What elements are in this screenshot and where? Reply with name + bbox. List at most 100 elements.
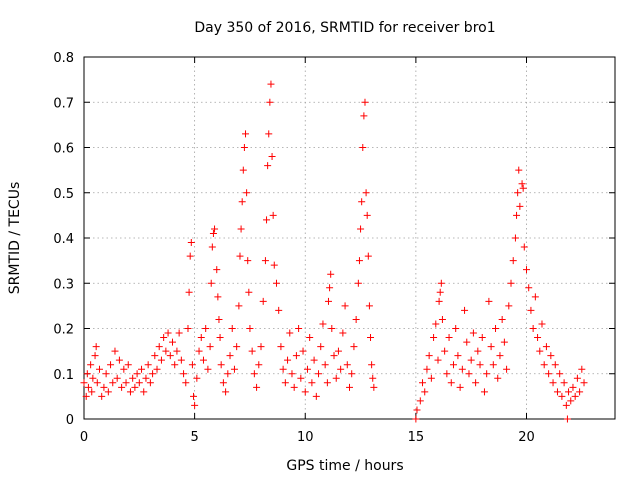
data-point [129, 374, 137, 382]
data-point [556, 370, 564, 378]
data-point [434, 356, 442, 364]
data-point [265, 130, 273, 138]
y-tick-label: 0.2 [53, 323, 74, 338]
data-point [155, 343, 163, 351]
data-point [507, 279, 515, 287]
data-point [367, 334, 375, 342]
data-point [131, 383, 139, 391]
data-point [266, 98, 274, 106]
data-point [529, 325, 537, 332]
data-point [82, 392, 90, 400]
y-tick-label: 0 [66, 413, 74, 428]
data-point [115, 356, 123, 364]
data-point [359, 144, 367, 151]
data-point [569, 383, 577, 391]
data-point [560, 379, 568, 387]
data-point [208, 243, 216, 251]
data-point [244, 257, 252, 265]
data-point [113, 374, 121, 382]
data-point [498, 315, 506, 323]
data-point [233, 343, 241, 351]
data-point [140, 388, 148, 396]
data-point [237, 225, 245, 233]
data-point [463, 338, 471, 346]
data-point [432, 320, 440, 328]
data-point [511, 234, 519, 242]
data-point [357, 225, 365, 233]
data-point [109, 379, 117, 387]
data-point [323, 379, 331, 387]
data-point [509, 257, 517, 265]
data-point [111, 347, 119, 355]
data-point [240, 144, 248, 151]
data-point [238, 198, 246, 206]
data-point [288, 370, 296, 378]
data-point [365, 302, 373, 310]
data-point [166, 352, 174, 360]
data-points [80, 80, 588, 423]
data-point [494, 374, 502, 382]
data-point [474, 347, 482, 355]
data-point [135, 379, 143, 387]
data-point [224, 370, 232, 378]
data-point [301, 388, 309, 396]
data-point [447, 379, 455, 387]
data-point [214, 293, 222, 301]
data-point [286, 329, 294, 337]
x-tick-label: 5 [190, 430, 198, 445]
data-point [246, 325, 254, 332]
data-point [184, 325, 192, 332]
data-point [248, 347, 256, 355]
data-point [185, 288, 193, 296]
data-point [219, 379, 227, 387]
data-point [576, 388, 584, 396]
data-point [525, 284, 533, 292]
data-point [215, 315, 223, 323]
data-point [242, 130, 250, 138]
data-point [149, 370, 157, 378]
data-point [175, 329, 183, 337]
data-point [209, 229, 217, 237]
y-tick-label: 0.8 [53, 51, 74, 66]
y-tick-label: 0.3 [53, 277, 74, 292]
x-tick-label: 15 [408, 430, 425, 445]
data-point [469, 329, 477, 337]
data-point [580, 379, 588, 387]
data-point [571, 392, 579, 400]
chart-title: Day 350 of 2016, SRMTID for receiver bro… [194, 20, 495, 36]
data-point [202, 325, 210, 332]
data-point [270, 261, 278, 269]
data-point [230, 365, 238, 373]
y-tick-label: 0.6 [53, 142, 74, 157]
data-point [120, 365, 128, 373]
data-point [551, 361, 559, 369]
x-tick-label: 0 [80, 430, 88, 445]
data-point [295, 325, 303, 332]
data-point [531, 293, 539, 301]
data-point [164, 329, 172, 337]
data-point [538, 320, 546, 328]
data-point [269, 211, 277, 219]
data-point [206, 343, 214, 351]
data-point [562, 401, 570, 409]
data-point [319, 320, 327, 328]
data-point [84, 383, 92, 391]
data-point [88, 388, 96, 396]
data-point [454, 352, 462, 360]
data-point [310, 356, 318, 364]
grid [84, 57, 615, 419]
data-point [514, 189, 522, 197]
data-point [144, 361, 152, 369]
y-axis-title: SRMTID / TECUs [7, 182, 23, 295]
data-point [355, 257, 363, 265]
data-point [520, 243, 528, 251]
data-point [341, 302, 349, 310]
data-point [228, 325, 236, 332]
data-point [133, 370, 141, 378]
data-point [95, 365, 103, 373]
data-point [142, 374, 150, 382]
data-point [290, 383, 298, 391]
data-point [277, 343, 285, 351]
x-tick-label: 10 [297, 430, 314, 445]
data-point [162, 347, 170, 355]
